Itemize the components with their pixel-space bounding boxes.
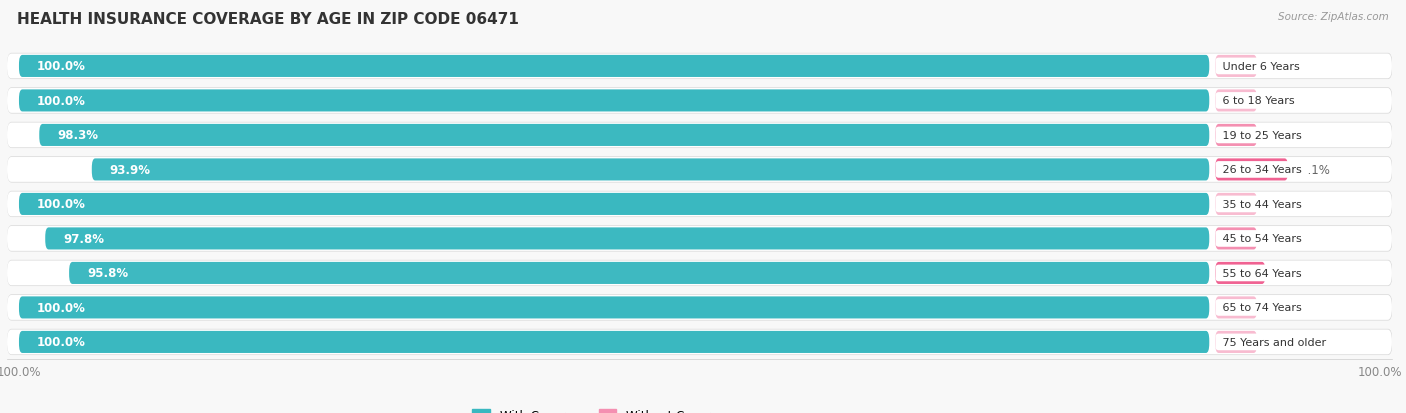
FancyBboxPatch shape xyxy=(7,226,1392,252)
FancyBboxPatch shape xyxy=(7,54,1392,80)
FancyBboxPatch shape xyxy=(69,262,1209,284)
FancyBboxPatch shape xyxy=(7,123,1392,149)
FancyBboxPatch shape xyxy=(7,330,1392,354)
Text: HEALTH INSURANCE COVERAGE BY AGE IN ZIP CODE 06471: HEALTH INSURANCE COVERAGE BY AGE IN ZIP … xyxy=(17,12,519,27)
FancyBboxPatch shape xyxy=(7,295,1392,320)
Text: 100.0%: 100.0% xyxy=(37,336,86,349)
Text: 0.0%: 0.0% xyxy=(1270,60,1299,73)
FancyBboxPatch shape xyxy=(18,193,1209,216)
FancyBboxPatch shape xyxy=(7,191,1392,218)
FancyBboxPatch shape xyxy=(7,88,1392,114)
Text: 100.0%: 100.0% xyxy=(37,301,86,314)
FancyBboxPatch shape xyxy=(7,157,1392,183)
Text: 95.8%: 95.8% xyxy=(87,267,128,280)
Text: 0.0%: 0.0% xyxy=(1270,301,1299,314)
Text: 0.0%: 0.0% xyxy=(1270,198,1299,211)
FancyBboxPatch shape xyxy=(7,329,1392,355)
Text: 0.0%: 0.0% xyxy=(1270,95,1299,108)
Legend: With Coverage, Without Coverage: With Coverage, Without Coverage xyxy=(472,408,733,413)
FancyBboxPatch shape xyxy=(18,56,1209,78)
Text: 19 to 25 Years: 19 to 25 Years xyxy=(1219,131,1305,140)
Text: 97.8%: 97.8% xyxy=(63,233,104,245)
FancyBboxPatch shape xyxy=(1215,297,1257,319)
Text: 100.0%: 100.0% xyxy=(37,60,86,73)
Text: 0.0%: 0.0% xyxy=(1270,336,1299,349)
FancyBboxPatch shape xyxy=(7,55,1392,79)
FancyBboxPatch shape xyxy=(39,125,1209,147)
FancyBboxPatch shape xyxy=(1215,331,1257,353)
FancyBboxPatch shape xyxy=(7,260,1392,286)
Text: 6 to 18 Years: 6 to 18 Years xyxy=(1219,96,1298,106)
FancyBboxPatch shape xyxy=(18,297,1209,319)
FancyBboxPatch shape xyxy=(1215,56,1257,78)
FancyBboxPatch shape xyxy=(7,294,1392,321)
Text: 98.3%: 98.3% xyxy=(58,129,98,142)
FancyBboxPatch shape xyxy=(7,192,1392,217)
Text: 93.9%: 93.9% xyxy=(110,164,150,176)
FancyBboxPatch shape xyxy=(1215,90,1257,112)
Text: 45 to 54 Years: 45 to 54 Years xyxy=(1219,234,1305,244)
Text: 35 to 44 Years: 35 to 44 Years xyxy=(1219,199,1305,209)
Text: Under 6 Years: Under 6 Years xyxy=(1219,62,1303,72)
FancyBboxPatch shape xyxy=(7,158,1392,183)
FancyBboxPatch shape xyxy=(7,123,1392,148)
Text: 26 to 34 Years: 26 to 34 Years xyxy=(1219,165,1305,175)
Text: 6.1%: 6.1% xyxy=(1301,164,1330,176)
FancyBboxPatch shape xyxy=(18,331,1209,353)
FancyBboxPatch shape xyxy=(1215,262,1265,284)
FancyBboxPatch shape xyxy=(7,226,1392,251)
FancyBboxPatch shape xyxy=(7,261,1392,286)
Text: 2.3%: 2.3% xyxy=(1270,233,1299,245)
FancyBboxPatch shape xyxy=(18,90,1209,112)
FancyBboxPatch shape xyxy=(1215,159,1288,181)
FancyBboxPatch shape xyxy=(45,228,1209,250)
Text: 55 to 64 Years: 55 to 64 Years xyxy=(1219,268,1305,278)
FancyBboxPatch shape xyxy=(1215,228,1257,250)
FancyBboxPatch shape xyxy=(7,89,1392,114)
Text: 100.0%: 100.0% xyxy=(37,198,86,211)
Text: 4.2%: 4.2% xyxy=(1277,267,1308,280)
Text: 65 to 74 Years: 65 to 74 Years xyxy=(1219,303,1305,313)
Text: Source: ZipAtlas.com: Source: ZipAtlas.com xyxy=(1278,12,1389,22)
Text: 100.0%: 100.0% xyxy=(37,95,86,108)
FancyBboxPatch shape xyxy=(1215,193,1257,216)
FancyBboxPatch shape xyxy=(1215,125,1257,147)
Text: 1.7%: 1.7% xyxy=(1270,129,1299,142)
FancyBboxPatch shape xyxy=(91,159,1209,181)
Text: 75 Years and older: 75 Years and older xyxy=(1219,337,1330,347)
